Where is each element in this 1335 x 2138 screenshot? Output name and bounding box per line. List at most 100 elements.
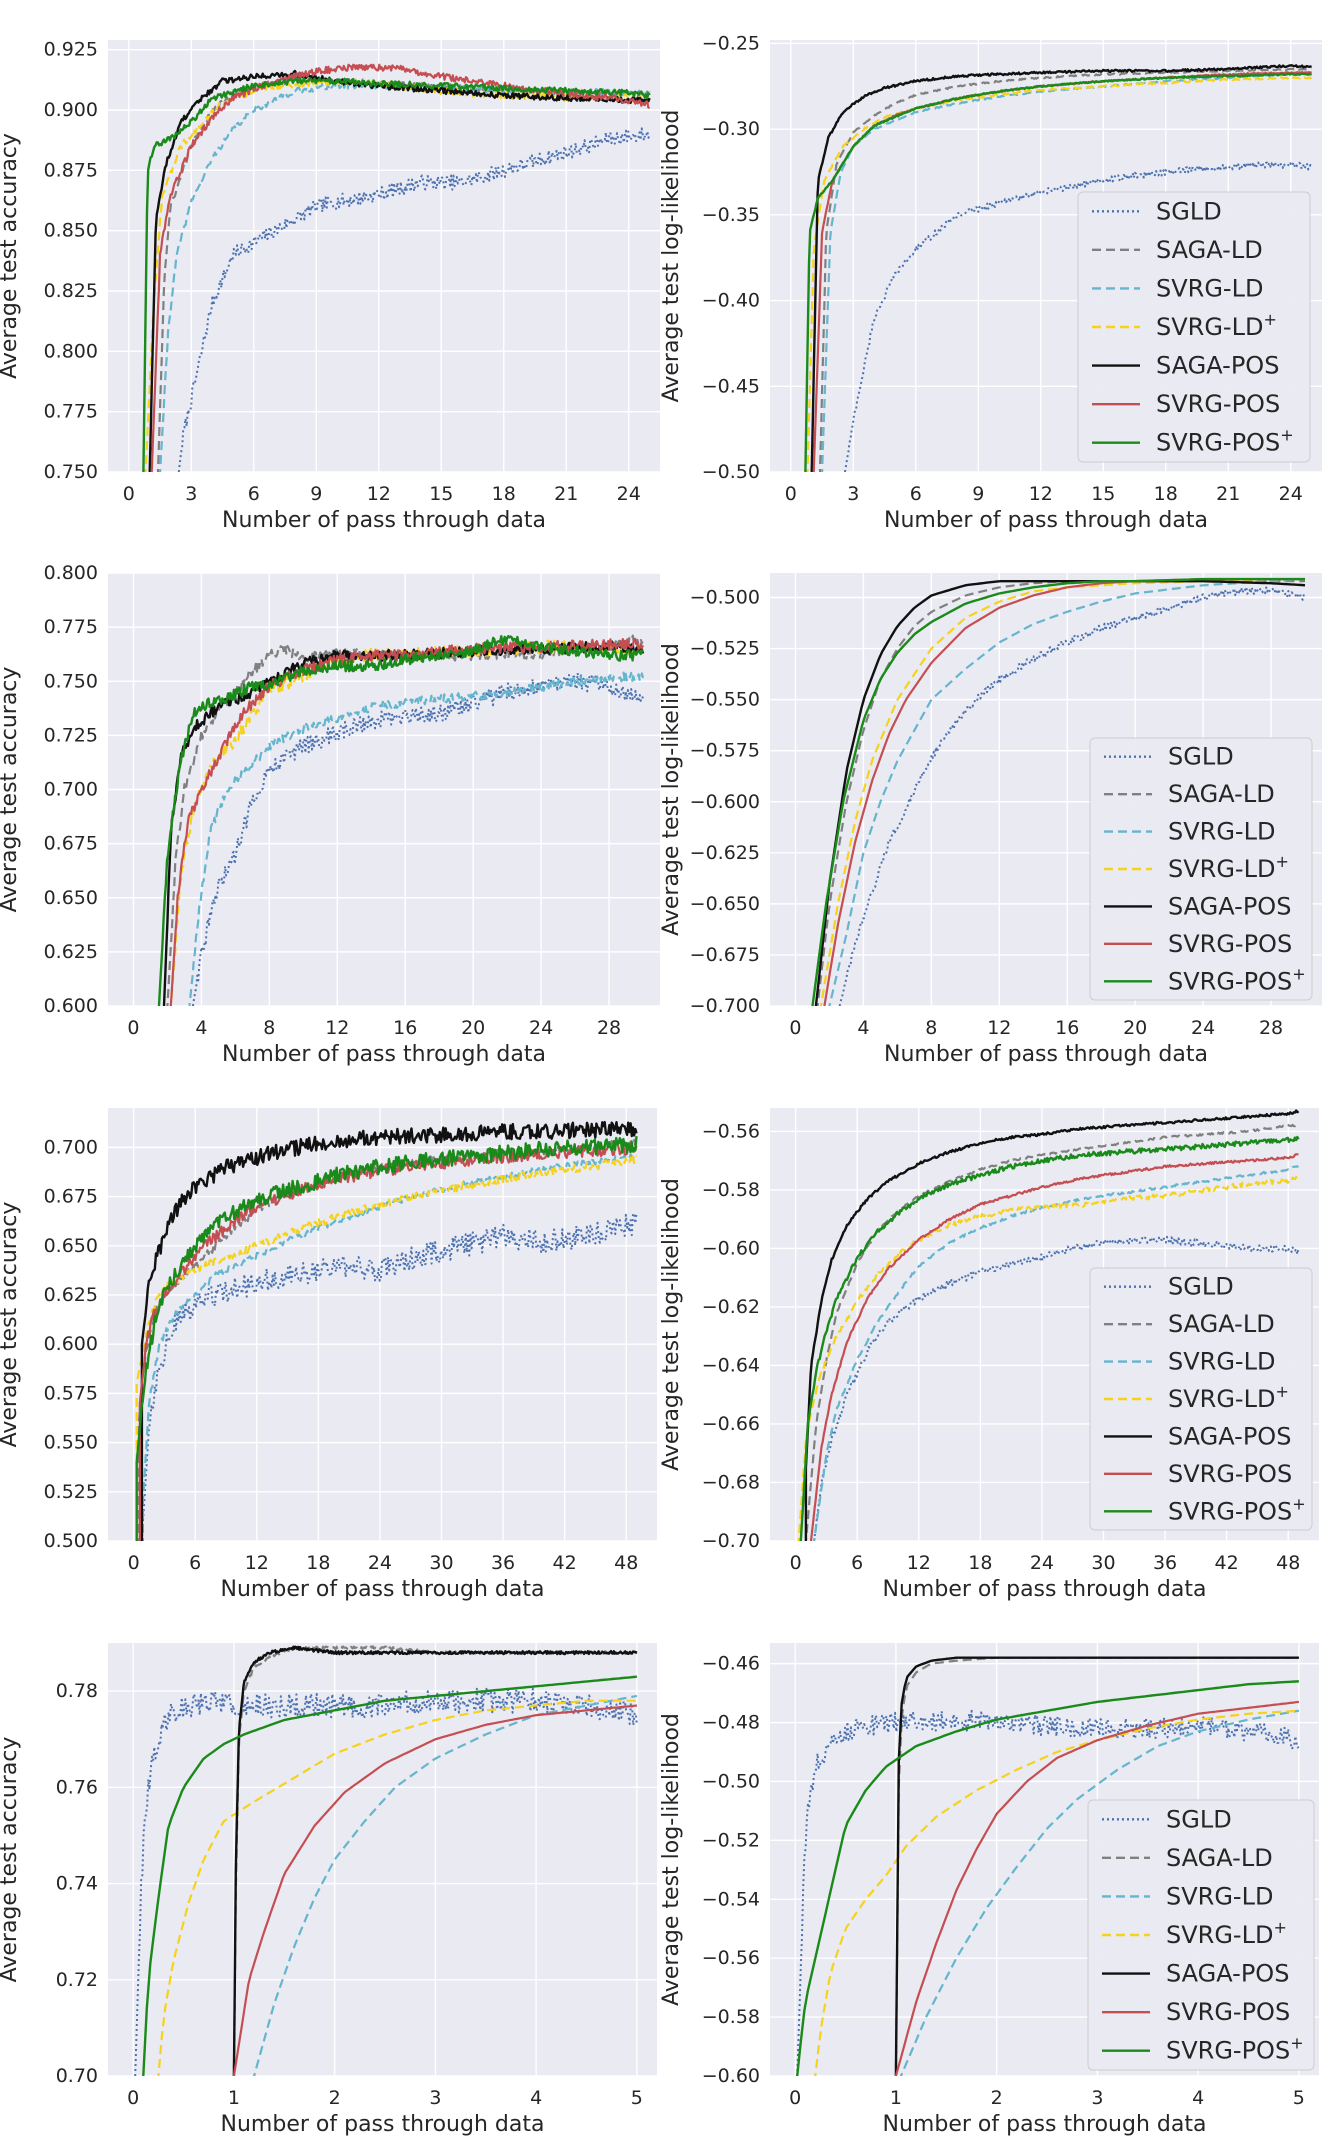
series-line-saga-pos [232, 1645, 638, 2076]
y-tick-label: 0.500 [44, 1530, 98, 1552]
x-tick-label: 42 [1215, 1552, 1239, 1574]
x-axis-label: Number of pass through data [884, 508, 1208, 533]
x-tick-label: 12 [245, 1552, 269, 1574]
series-line-svrg-pos [232, 1704, 638, 2076]
x-tick-label: 36 [491, 1552, 515, 1574]
plot-background [108, 1643, 657, 2076]
x-tick-label: 5 [631, 2087, 643, 2109]
y-tick-label: 0.675 [44, 833, 98, 855]
y-tick-label: −0.625 [690, 842, 760, 864]
x-tick-label: 3 [1091, 2087, 1103, 2109]
x-tick-label: 6 [189, 1552, 201, 1574]
series-group [134, 1645, 638, 2076]
x-axis-label: Number of pass through data [883, 1577, 1207, 1602]
y-tick-label: −0.40 [702, 290, 760, 312]
legend-box [1089, 737, 1313, 1001]
series-line-sgld [813, 1235, 1300, 1541]
x-tick-label: 21 [554, 483, 578, 505]
y-tick-label: 0.800 [44, 340, 98, 362]
x-tick-label: 9 [972, 483, 984, 505]
legend-entry-label: SGLD [1156, 197, 1222, 225]
x-tick-label: 28 [597, 1017, 621, 1039]
y-tick-label: 0.525 [44, 1481, 98, 1503]
legend-entry-label: SVRG-POS [1166, 1998, 1290, 2026]
y-tick-label: −0.500 [690, 587, 760, 609]
series-line-svrg-pos-plus [811, 577, 1305, 1006]
legend-entry-label: SAGA-LD [1168, 780, 1275, 808]
y-tick-label: 0.600 [44, 995, 98, 1017]
panel-row4-right: 0 1 2 3 4 5 −0.60 −0.58 −0.56 −0.54 −0.52 −0.50 −0.4… [659, 1643, 1319, 2137]
legend-superscript: + [1275, 1382, 1288, 1401]
y-tick-label: 0.750 [44, 670, 98, 692]
y-tick-label: −0.650 [690, 893, 760, 915]
y-tick-label: −0.525 [690, 638, 760, 660]
panel-row3-left: 0 6 12 18 24 30 36 42 48 0.500 0.525 0.550 0.575 0.60… [0, 1108, 657, 1602]
y-tick-label: −0.675 [690, 944, 760, 966]
x-tick-label: 18 [306, 1552, 330, 1574]
y-tick-label: −0.64 [702, 1354, 760, 1376]
x-tick-label: 8 [263, 1017, 275, 1039]
series-line-svrg-pos-plus [799, 1135, 1300, 1541]
x-tick-label: 9 [310, 483, 322, 505]
y-tick-label: −0.50 [702, 1770, 760, 1792]
x-tick-label: 0 [785, 483, 797, 505]
legend-entry-label: SVRG-POS+ [1168, 1494, 1306, 1525]
series-line-sgld [838, 586, 1306, 1006]
x-tick-label: 0 [789, 1017, 801, 1039]
panel-row1-left: 0 3 6 9 12 15 18 21 24 0.750 0.775 0.800 0.825 0.850 0… [0, 39, 660, 533]
y-tick-label: 0.700 [44, 1136, 98, 1158]
x-tick-label: 12 [1029, 483, 1053, 505]
y-tick-label: 0.675 [44, 1186, 98, 1208]
series-group [804, 64, 1313, 472]
series-line-saga-ld [804, 1123, 1300, 1541]
y-tick-label: 0.550 [44, 1432, 98, 1454]
x-tick-label: 12 [907, 1552, 931, 1574]
series-line-saga-pos [148, 69, 651, 472]
series-line-svrg-pos-plus [142, 1675, 637, 2076]
series-line-svrg-ld [899, 1709, 1300, 2076]
x-tick-label: 6 [248, 483, 260, 505]
x-tick-label: 24 [1279, 483, 1303, 505]
y-tick-label: −0.30 [702, 118, 760, 140]
series-line-svrg-ld-plus [157, 1699, 637, 2076]
y-tick-label: −0.66 [702, 1413, 760, 1435]
x-tick-label: 6 [910, 483, 922, 505]
x-tick-label: 4 [1192, 2087, 1204, 2109]
legend-box [1089, 1267, 1313, 1531]
legend-entry-label: SAGA-POS [1168, 892, 1291, 920]
x-tick-label: 12 [367, 483, 391, 505]
x-tick-label: 0 [127, 2087, 139, 2109]
panel-row4-left: 0 1 2 3 4 5 0.70 0.72 0.74 0.76 0.78 Number of pass… [0, 1643, 657, 2137]
y-tick-label: −0.56 [702, 1120, 760, 1142]
y-tick-label: −0.60 [702, 1237, 760, 1259]
y-tick-label: −0.25 [702, 32, 760, 54]
panel-row3-right: 0 6 12 18 24 30 36 42 48 −0.70 −0.68 −0.66 −0.64 −0.6… [659, 1108, 1319, 1602]
series-line-saga-pos [894, 1656, 1299, 2076]
x-axis-label: Number of pass through data [884, 1042, 1208, 1067]
x-tick-label: 15 [429, 483, 453, 505]
series-line-svrg-pos-plus [157, 635, 645, 1006]
legend-entry-label: SVRG-LD [1168, 1348, 1275, 1376]
series-line-svrg-ld [141, 1153, 638, 1541]
series-line-saga-pos [140, 1120, 638, 1541]
x-tick-label: 0 [127, 1017, 139, 1039]
y-tick-label: 0.825 [44, 280, 98, 302]
x-tick-label: 30 [429, 1552, 453, 1574]
legend-entry-label: SVRG-LD+ [1168, 852, 1289, 883]
y-tick-label: 0.850 [44, 220, 98, 242]
y-tick-label: 0.750 [44, 461, 98, 483]
legend-entry-label: SGLD [1166, 1805, 1232, 1833]
y-tick-label: −0.48 [702, 1712, 760, 1734]
y-tick-label: 0.700 [44, 779, 98, 801]
y-tick-label: 0.775 [44, 401, 98, 423]
x-tick-label: 4 [857, 1017, 869, 1039]
y-axis-label: Average test accuracy [0, 667, 22, 913]
x-tick-label: 0 [790, 1552, 802, 1574]
series-line-sgld [140, 1212, 638, 1541]
y-tick-label: −0.50 [702, 461, 760, 483]
series-line-svrg-ld-plus [814, 1709, 1299, 2076]
legend-entry-label: SVRG-POS [1168, 1460, 1292, 1488]
series-line-svrg-ld [253, 1694, 638, 2076]
y-tick-label: 0.575 [44, 1382, 98, 1404]
x-tick-label: 12 [987, 1017, 1011, 1039]
